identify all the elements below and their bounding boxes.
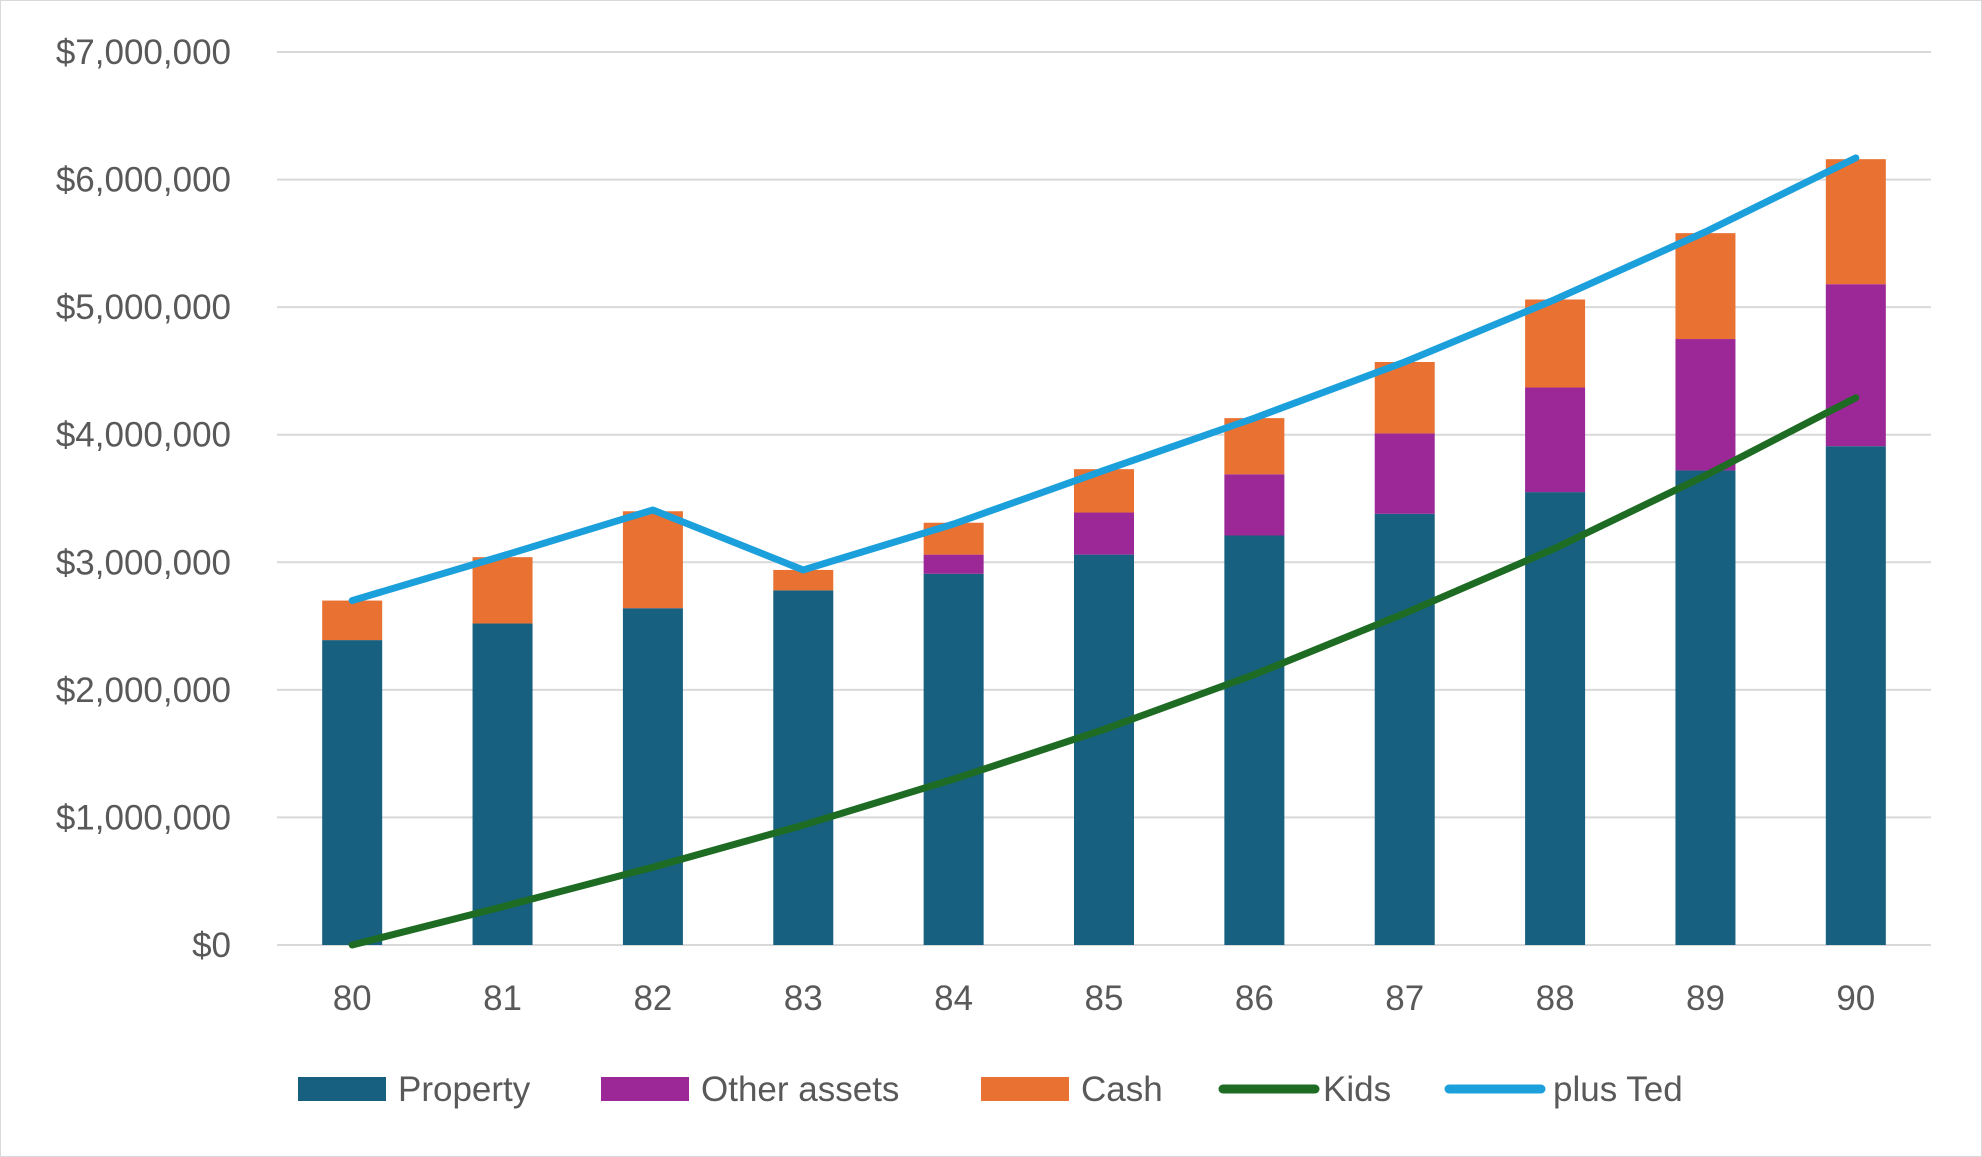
bar-property-89 bbox=[1675, 470, 1736, 945]
legend-label-cash: Cash bbox=[1081, 1070, 1163, 1109]
y-tick-label: $4,000,000 bbox=[56, 416, 231, 455]
bar-cash-82 bbox=[622, 511, 683, 609]
y-tick-label: $7,000,000 bbox=[56, 33, 231, 72]
bar-property-81 bbox=[472, 623, 533, 945]
x-tick-label: 81 bbox=[483, 979, 522, 1018]
legend-label-other-assets: Other assets bbox=[701, 1070, 899, 1109]
x-tick-label: 84 bbox=[934, 979, 973, 1018]
y-tick-label: $6,000,000 bbox=[56, 161, 231, 200]
bars bbox=[322, 159, 1886, 945]
x-tick-label: 85 bbox=[1085, 979, 1124, 1018]
bar-other-assets-86 bbox=[1224, 474, 1285, 536]
legend-label-kids: Kids bbox=[1323, 1070, 1391, 1109]
x-tick-label: 87 bbox=[1385, 979, 1424, 1018]
x-tick-label: 89 bbox=[1686, 979, 1725, 1018]
bar-cash-81 bbox=[472, 557, 533, 624]
y-tick-label: $3,000,000 bbox=[56, 543, 231, 582]
bar-other-assets-84 bbox=[923, 554, 984, 574]
y-tick-label: $1,000,000 bbox=[56, 798, 231, 837]
y-tick-label: $5,000,000 bbox=[56, 288, 231, 327]
bar-cash-89 bbox=[1675, 233, 1736, 340]
bar-cash-88 bbox=[1525, 299, 1586, 388]
bar-property-80 bbox=[322, 640, 383, 945]
x-tick-label: 82 bbox=[633, 979, 672, 1018]
bar-other-assets-90 bbox=[1825, 284, 1886, 447]
bar-property-90 bbox=[1825, 446, 1886, 945]
bar-cash-90 bbox=[1825, 159, 1886, 285]
x-tick-label: 90 bbox=[1836, 979, 1875, 1018]
bar-property-88 bbox=[1525, 492, 1586, 945]
legend-swatch-property bbox=[298, 1077, 386, 1101]
series-lines bbox=[348, 154, 1860, 949]
line-kids bbox=[348, 394, 1860, 949]
x-tick-label: 86 bbox=[1235, 979, 1274, 1018]
legend-swatch-other-assets bbox=[601, 1077, 689, 1101]
x-tick-label: 88 bbox=[1536, 979, 1575, 1018]
legend-label-plus-ted: plus Ted bbox=[1553, 1070, 1683, 1109]
bar-property-84 bbox=[923, 573, 984, 945]
bar-other-assets-87 bbox=[1374, 433, 1435, 514]
bar-property-86 bbox=[1224, 535, 1285, 945]
bar-other-assets-85 bbox=[1074, 512, 1134, 555]
legend-label-property: Property bbox=[398, 1070, 531, 1109]
x-tick-label: 83 bbox=[784, 979, 823, 1018]
y-tick-label: $2,000,000 bbox=[56, 671, 231, 710]
bar-cash-87 bbox=[1374, 361, 1435, 434]
x-axis-tick-labels: 80 81 82 83 84 85 86 87 88 89 90 bbox=[333, 979, 1876, 1018]
bar-property-83 bbox=[773, 590, 834, 945]
legend-swatch-cash bbox=[981, 1077, 1069, 1101]
bar-property-85 bbox=[1074, 554, 1134, 945]
y-tick-label: $0 bbox=[192, 926, 231, 965]
bar-other-assets-89 bbox=[1675, 339, 1736, 471]
legend: Property Other assets Cash Kids plus Ted bbox=[298, 1070, 1683, 1109]
bar-cash-83 bbox=[773, 569, 834, 591]
bar-cash-80 bbox=[322, 600, 383, 641]
bar-property-87 bbox=[1374, 513, 1435, 945]
y-axis-tick-labels: $0 $1,000,000 $2,000,000 $3,000,000 $4,000,0… bbox=[56, 33, 231, 965]
bar-other-assets-88 bbox=[1525, 387, 1586, 493]
line-plus-ted bbox=[348, 154, 1860, 605]
x-tick-label: 80 bbox=[333, 979, 372, 1018]
bar-property-82 bbox=[622, 608, 683, 945]
